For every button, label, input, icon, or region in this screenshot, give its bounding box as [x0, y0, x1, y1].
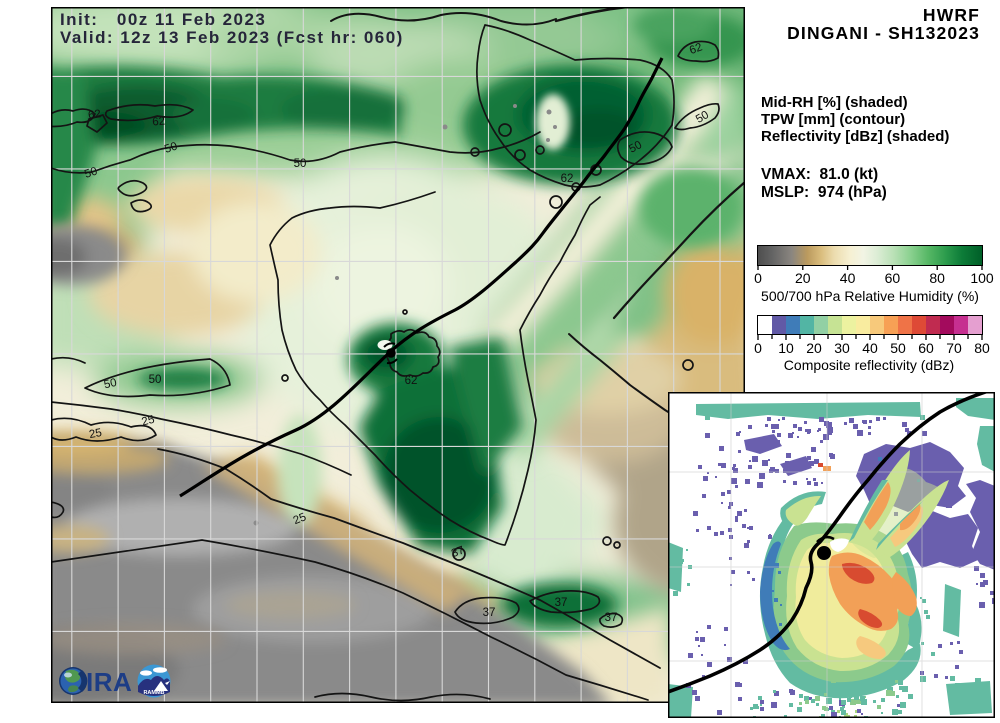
svg-text:25: 25 — [140, 414, 155, 429]
svg-text:50: 50 — [149, 374, 162, 386]
svg-text:62: 62 — [688, 41, 704, 57]
svg-text:37: 37 — [555, 597, 568, 609]
svg-text:37: 37 — [483, 607, 496, 619]
svg-text:50: 50 — [627, 139, 644, 156]
svg-text:50: 50 — [294, 158, 307, 170]
svg-text:50: 50 — [163, 140, 179, 155]
svg-text:IRA: IRA — [86, 667, 132, 697]
svg-text:62: 62 — [561, 173, 574, 185]
svg-text:62: 62 — [405, 375, 418, 387]
svg-text:50: 50 — [83, 165, 99, 180]
svg-text:62: 62 — [87, 108, 101, 122]
svg-text:50: 50 — [694, 109, 711, 126]
svg-text:25: 25 — [292, 511, 308, 527]
svg-text:37: 37 — [605, 612, 618, 624]
svg-text:62: 62 — [152, 115, 166, 128]
svg-text:25: 25 — [88, 427, 103, 441]
svg-text:50: 50 — [103, 377, 118, 391]
svg-text:37: 37 — [450, 544, 466, 560]
svg-text:RAMMB: RAMMB — [143, 690, 164, 696]
